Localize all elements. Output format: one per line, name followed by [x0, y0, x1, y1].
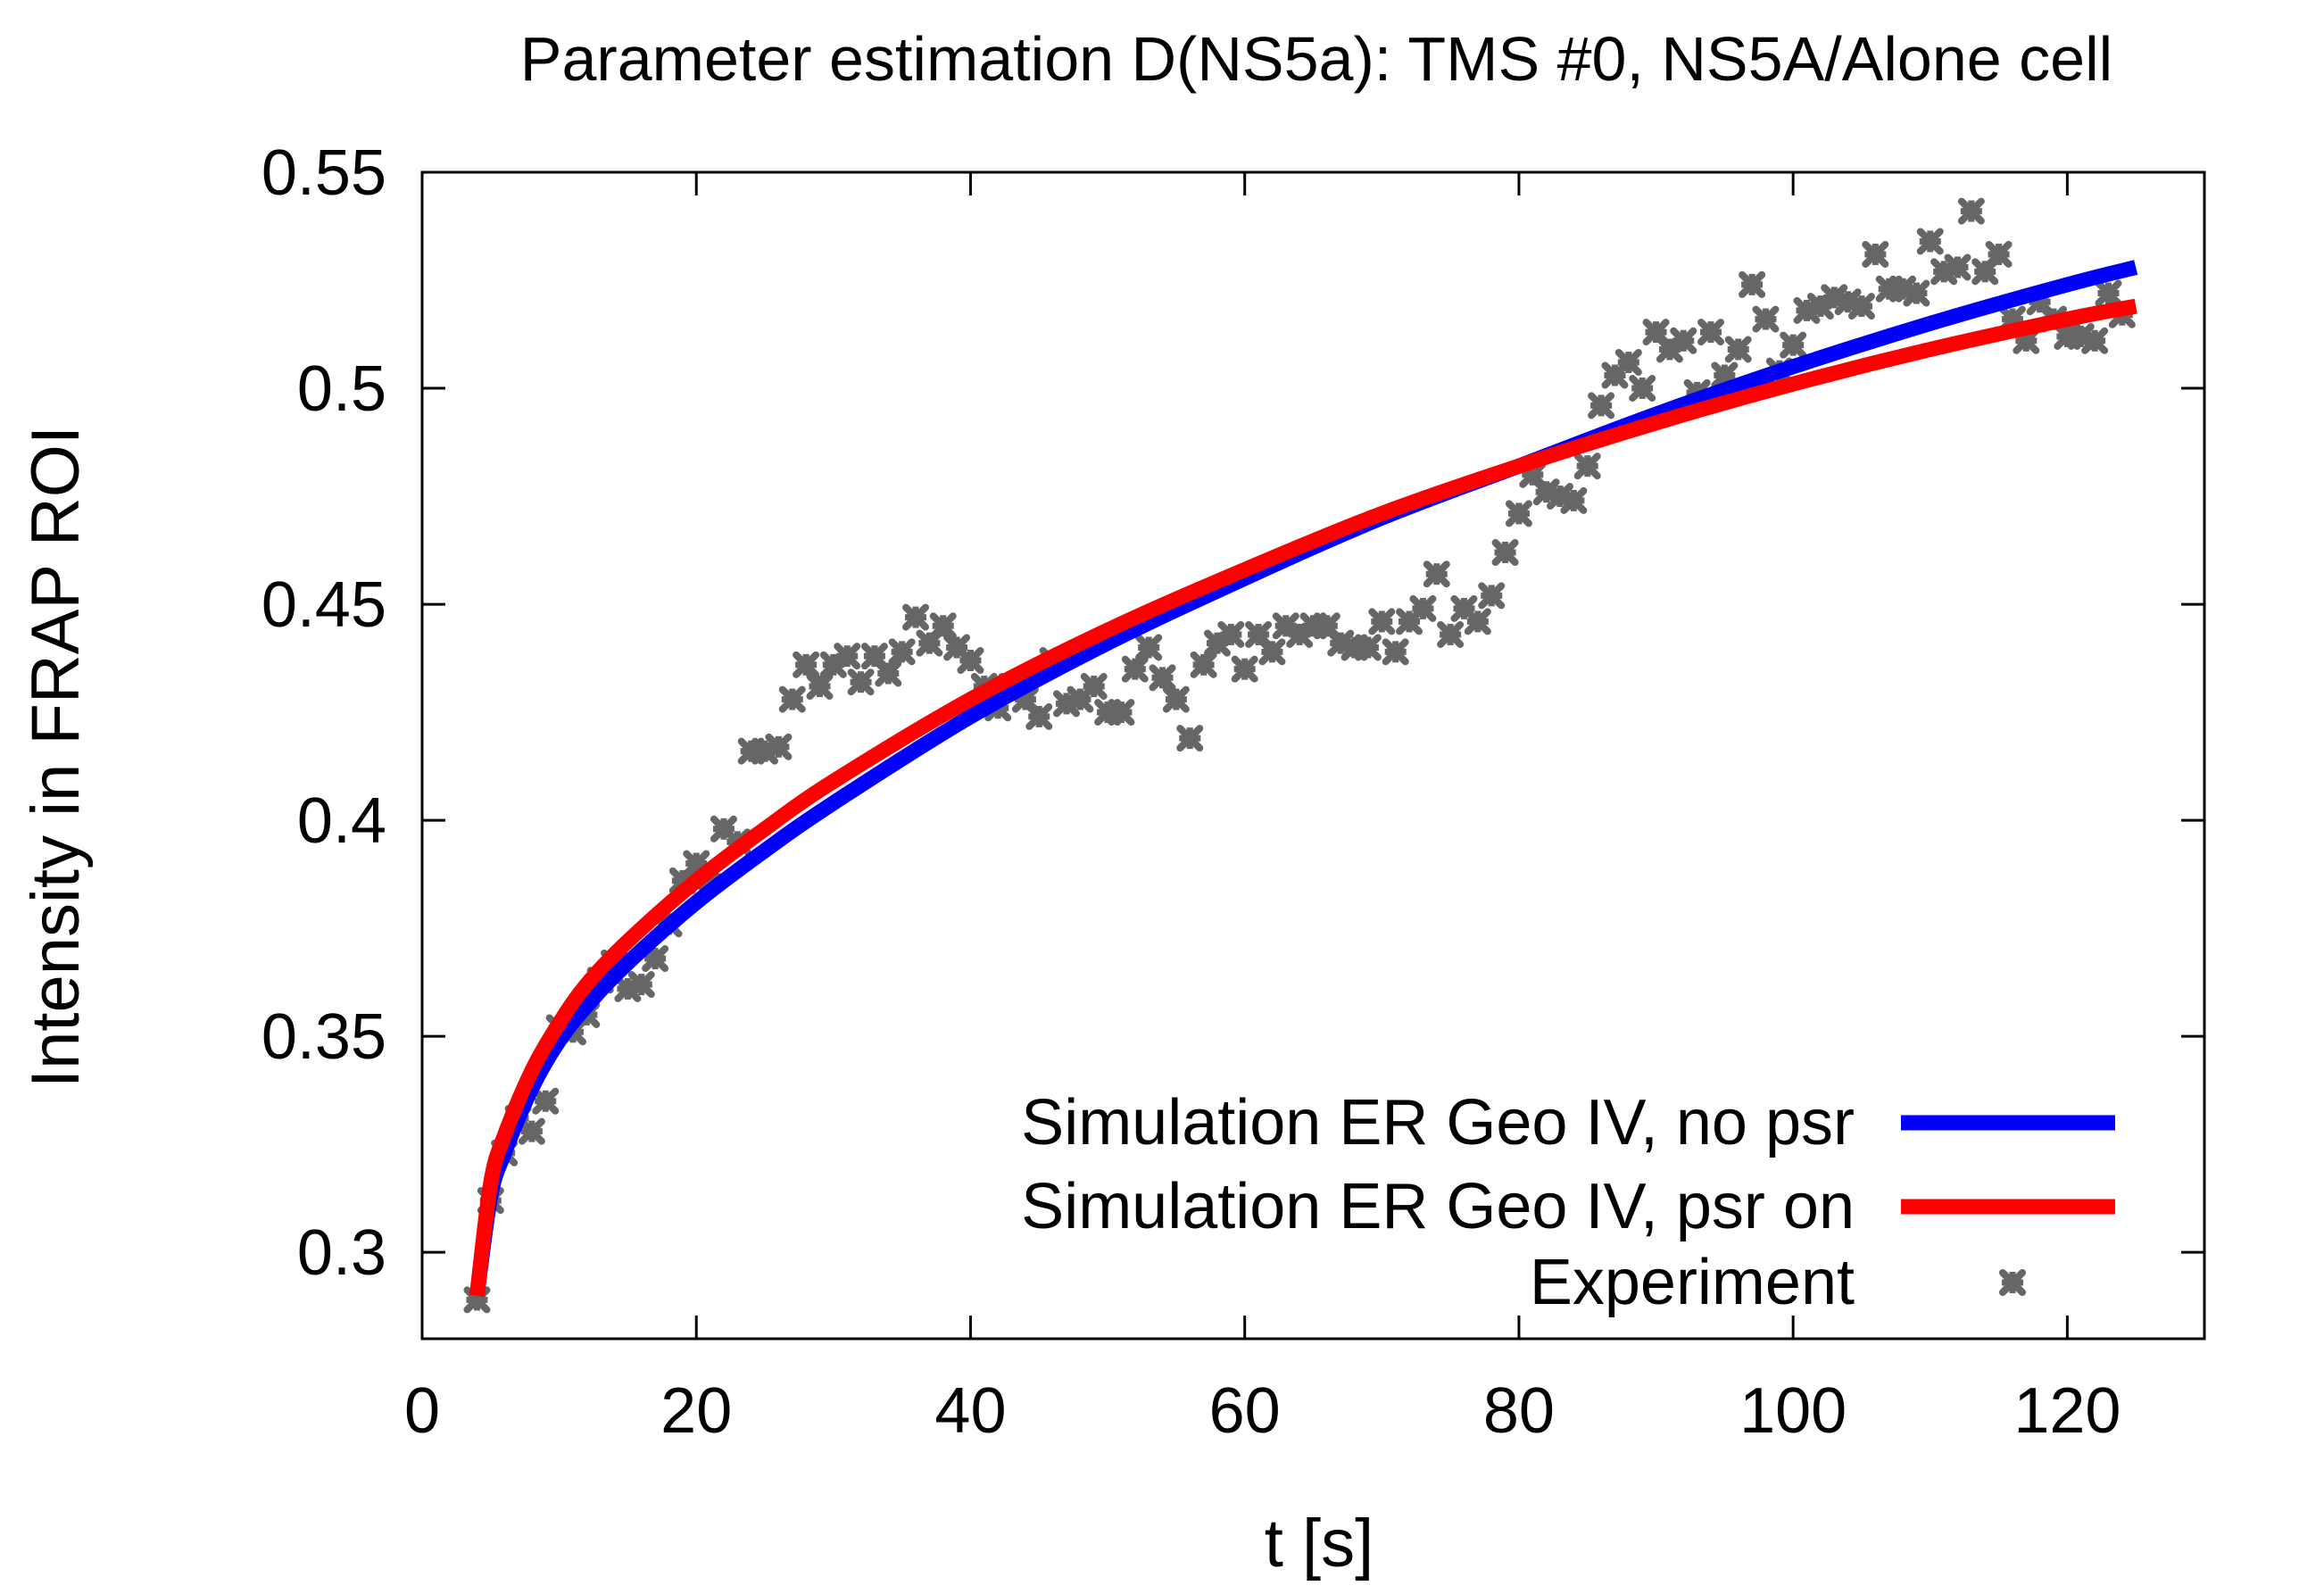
experiment-point	[1258, 638, 1286, 666]
y-tick-label: 0.35	[261, 1001, 386, 1073]
experiment-point	[1080, 673, 1108, 701]
experiment-point	[1724, 336, 1752, 363]
experiment-point	[1588, 392, 1615, 419]
experiment-point	[1957, 197, 1985, 225]
experiment-point	[1862, 240, 1889, 268]
experiment-point	[1573, 452, 1601, 480]
experiment-point	[1025, 702, 1053, 730]
experiment-point	[518, 1117, 545, 1145]
experiment-point	[1739, 270, 1766, 298]
experiment-point	[1985, 240, 2013, 268]
legend-label: Simulation ER Geo IV, psr on	[1021, 1171, 1855, 1242]
experiment-point	[1423, 560, 1450, 588]
legend-label: Experiment	[1530, 1247, 1855, 1318]
experiment-point	[1629, 375, 1656, 403]
experiment-point	[1149, 664, 1176, 692]
y-tick-label: 0.4	[297, 785, 386, 857]
series-line-no-psr	[469, 260, 2138, 1297]
experiment-point	[1190, 651, 1217, 678]
experiment-point	[532, 1087, 560, 1115]
experiment-point	[1491, 538, 1519, 566]
experiment-point	[2081, 327, 2109, 354]
x-tick-label: 120	[2013, 1375, 2121, 1447]
experiment-point	[1903, 279, 1930, 307]
experiment-point	[957, 647, 984, 675]
y-tick-label: 0.45	[261, 569, 386, 641]
experiment-point	[834, 643, 861, 670]
experiment-point	[1368, 608, 1396, 635]
experiment-point	[902, 603, 930, 631]
y-tick-label: 0.5	[297, 353, 386, 425]
experiment-point	[1670, 327, 1697, 354]
experiment-point	[1780, 331, 1807, 359]
experiment-point	[1478, 582, 1506, 610]
experiment-point	[1847, 293, 1875, 320]
experiment-point	[765, 733, 793, 760]
experiment-point	[627, 971, 655, 999]
x-tick-label: 60	[1209, 1375, 1281, 1447]
experiment-point	[806, 673, 834, 701]
experiment-point	[1382, 638, 1409, 666]
experiment-point	[1560, 486, 1588, 514]
experiment-point	[1245, 620, 1273, 648]
experiment-point	[1437, 620, 1465, 648]
experiment-point	[1121, 655, 1149, 683]
x-axis-label: t [s]	[1265, 1506, 1374, 1582]
plot-frame	[420, 170, 2206, 1341]
x-tick-label: 20	[660, 1375, 732, 1447]
experiment-point	[1697, 319, 1724, 346]
legend: Simulation ER Geo IV, no psr Simulation E…	[1021, 1087, 2115, 1318]
experiment-point	[1505, 500, 1532, 527]
experiment-point	[1916, 228, 1944, 255]
x-tick-label: 100	[1739, 1375, 1847, 1447]
experiment-point	[1464, 608, 1491, 635]
experiment-point	[2095, 279, 2122, 307]
experiment-point	[1231, 655, 1258, 683]
experiment-point	[778, 685, 806, 713]
experiment-point	[860, 643, 888, 670]
experiment-point	[1162, 685, 1190, 713]
y-tick-labels: 0.3 0.35 0.4 0.45 0.5 0.55	[261, 137, 386, 1289]
experiment-point	[847, 668, 875, 696]
experiment-point	[1409, 594, 1437, 622]
x-tick-label: 80	[1483, 1375, 1555, 1447]
experiment-point	[1944, 253, 1971, 281]
x-tick-label: 40	[934, 1375, 1006, 1447]
experiment-point	[1135, 634, 1163, 661]
legend-label: Simulation ER Geo IV, no psr	[1021, 1087, 1855, 1158]
plot-series	[463, 197, 2138, 1314]
x-tick-label: 0	[404, 1375, 440, 1447]
experiment-point	[793, 651, 820, 678]
y-tick-label: 0.55	[261, 137, 386, 209]
y-tick-label: 0.3	[297, 1217, 386, 1289]
experiment-point	[1614, 348, 1642, 376]
experiment-point	[888, 638, 916, 666]
experiment-point	[875, 660, 902, 687]
series-line-psr-on	[469, 298, 2137, 1297]
experiment-point	[929, 612, 957, 640]
experiment-point	[1354, 634, 1382, 661]
experiment-point	[1217, 620, 1245, 648]
experiment-point	[1752, 305, 1780, 333]
y-axis-label: Intensity in FRAP ROI	[18, 426, 94, 1088]
experiment-point	[1108, 699, 1135, 726]
experiment-point	[1176, 725, 1204, 752]
x-tick-labels: 0 20 40 60 80 100 120	[404, 1375, 2121, 1447]
legend-sample-marker	[1999, 1269, 2026, 1296]
chart-title: Parameter estimation D(NS5a): TMS #0, NS…	[520, 24, 2112, 94]
